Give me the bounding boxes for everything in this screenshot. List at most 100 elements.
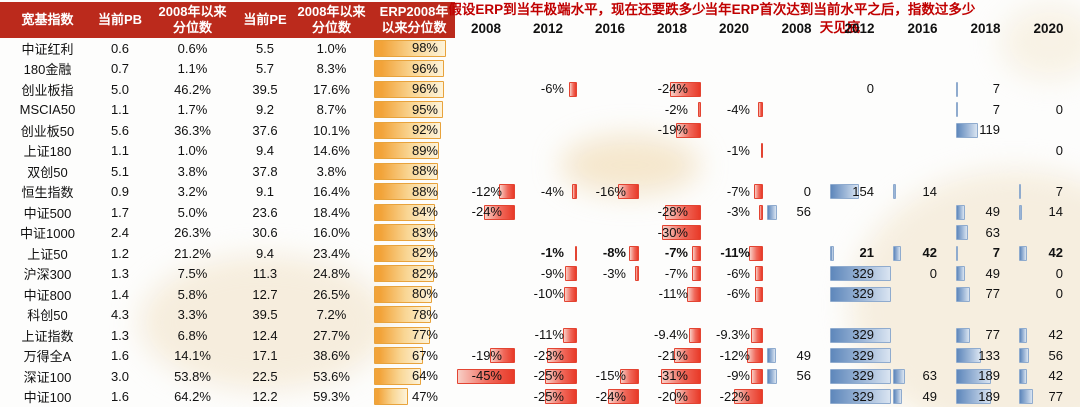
drop-cell-2018: -7% (641, 264, 703, 285)
drop-cell-2020 (703, 59, 765, 80)
days-value: 21 (859, 245, 874, 260)
col-header-current-pe: 当前PE (243, 12, 287, 27)
index-name: 中证红利 (21, 41, 74, 57)
drop-cell-2016: -3% (579, 264, 641, 285)
drop-data-bar (499, 184, 515, 200)
days-value: 329 (852, 286, 874, 301)
days-value: 42 (922, 245, 937, 260)
drop-cell-2012: -1% (517, 243, 579, 264)
days-cell-2016 (891, 79, 954, 100)
erp-percentile-value: 88% (411, 163, 438, 178)
days-cell-2012 (828, 161, 891, 182)
drop-cell-2020 (703, 223, 765, 244)
days-data-bar (956, 327, 971, 343)
erp-percentile-cell: 84% (373, 202, 455, 223)
drop-cell-2016 (579, 79, 641, 100)
drop-value: -25% (533, 388, 564, 404)
pb-percentile-value: 21.2% (174, 245, 211, 261)
pb-value: 4.3 (110, 307, 130, 323)
drop-data-bar (544, 389, 577, 405)
erp-percentile-value: 89% (411, 142, 438, 158)
pb-value: 1.2 (110, 245, 130, 261)
drop-cell-2020: -6% (703, 284, 765, 305)
drop-cell-2016 (579, 100, 641, 121)
year-header: 2008 (470, 21, 502, 36)
days-value: 133 (978, 347, 1000, 363)
days-cell-2020: 14 (1017, 202, 1080, 223)
days-data-bar (956, 286, 971, 302)
table-header: 宽基指数 当前PB 2008年以来 分位数 当前PE 2008年以来 分位数 E… (0, 0, 1080, 38)
pb-percentile-value: 64.2% (174, 389, 211, 405)
col-header-line: ERP2008年 (379, 4, 449, 19)
erp-percentile-cell: 88% (373, 182, 455, 203)
pb-percentile-value: 3.8% (177, 163, 208, 179)
background-glow (140, 255, 390, 390)
erp-percentile-cell: 80% (373, 284, 455, 305)
days-value: 329 (852, 265, 874, 281)
drop-cell-2012: -9% (517, 264, 579, 285)
drop-data-bar (635, 266, 639, 282)
year-header: 2020 (1033, 21, 1064, 36)
drop-cell-2012 (517, 161, 579, 182)
drop-cell-2020: -9.3% (703, 325, 765, 346)
drop-data-bar (483, 204, 515, 220)
table-row: 恒生指数 0.9 3.2% 9.1 16.4% 88% -12% -4% -16% -… (0, 182, 1080, 203)
days-value: 56 (796, 204, 811, 219)
days-cell-2012 (828, 38, 891, 59)
pb-percentile-value: 53.8% (174, 368, 211, 384)
drop-cell-2012: -4% (517, 182, 579, 203)
days-cell-2020: 0 (1017, 284, 1080, 305)
drop-data-bar (660, 368, 701, 384)
drop-data-bar (562, 327, 577, 343)
drop-cell-2018 (641, 161, 703, 182)
erp-percentile-cell: 88% (373, 161, 455, 182)
index-name: 创业板50 (20, 123, 75, 139)
days-cell-2020: 42 (1017, 366, 1080, 387)
pb-value: 0.9 (110, 184, 130, 200)
erp-percentile-value: 78% (411, 306, 438, 322)
days-cell-2020: 0 (1017, 100, 1080, 121)
days-cell-2020 (1017, 223, 1080, 244)
days-cell-2008 (765, 223, 828, 244)
days-value: 77 (985, 327, 1000, 342)
days-cell-2020 (1017, 38, 1080, 59)
drop-cell-2008: -19% (455, 346, 517, 367)
drop-data-bar (569, 81, 577, 97)
days-value: 119 (979, 122, 1000, 137)
days-cell-2008 (765, 325, 828, 346)
pe-percentile-value: 23.4% (313, 245, 350, 261)
pb-percentile-value: 5.8% (177, 286, 208, 302)
days-data-bar (1019, 245, 1027, 261)
days-value: 63 (922, 368, 937, 383)
erp-percentile-value: 88% (411, 183, 438, 199)
days-data-bar (956, 225, 968, 241)
drop-data-bar (686, 286, 701, 302)
col-header-line: 分位数 (172, 20, 212, 35)
drop-cell-2020 (703, 161, 765, 182)
year-header: 2008 (781, 21, 812, 36)
erp-data-bar (374, 101, 444, 118)
days-value: 49 (796, 347, 811, 363)
days-data-bar (956, 122, 979, 138)
drop-cell-2012: -11% (517, 325, 579, 346)
drop-data-bar (456, 368, 515, 384)
days-cell-2012: 21 (828, 243, 891, 264)
days-cell-2016: 42 (891, 243, 954, 264)
col-header-pb-percentile: 2008年以来 分位数 (145, 2, 240, 38)
drop-value: -10% (533, 286, 564, 301)
days-cell-2020: 42 (1017, 243, 1080, 264)
days-cell-2008 (765, 79, 828, 100)
drop-data-bar (544, 368, 577, 384)
drop-value: -24% (657, 81, 688, 96)
erp-percentile-cell: 96% (373, 59, 455, 80)
days-cell-2008 (765, 284, 828, 305)
days-cell-2008 (765, 100, 828, 121)
days-cell-2008 (765, 264, 828, 285)
days-cell-2012: 329 (828, 366, 892, 387)
drop-cell-2016: -8% (579, 243, 641, 264)
days-value: 77 (1048, 388, 1063, 404)
pb-value: 2.4 (110, 225, 130, 241)
index-name: 上证180 (23, 144, 72, 160)
drop-cell-2018 (641, 59, 703, 80)
drop-cell-2012: -25% (517, 387, 579, 407)
